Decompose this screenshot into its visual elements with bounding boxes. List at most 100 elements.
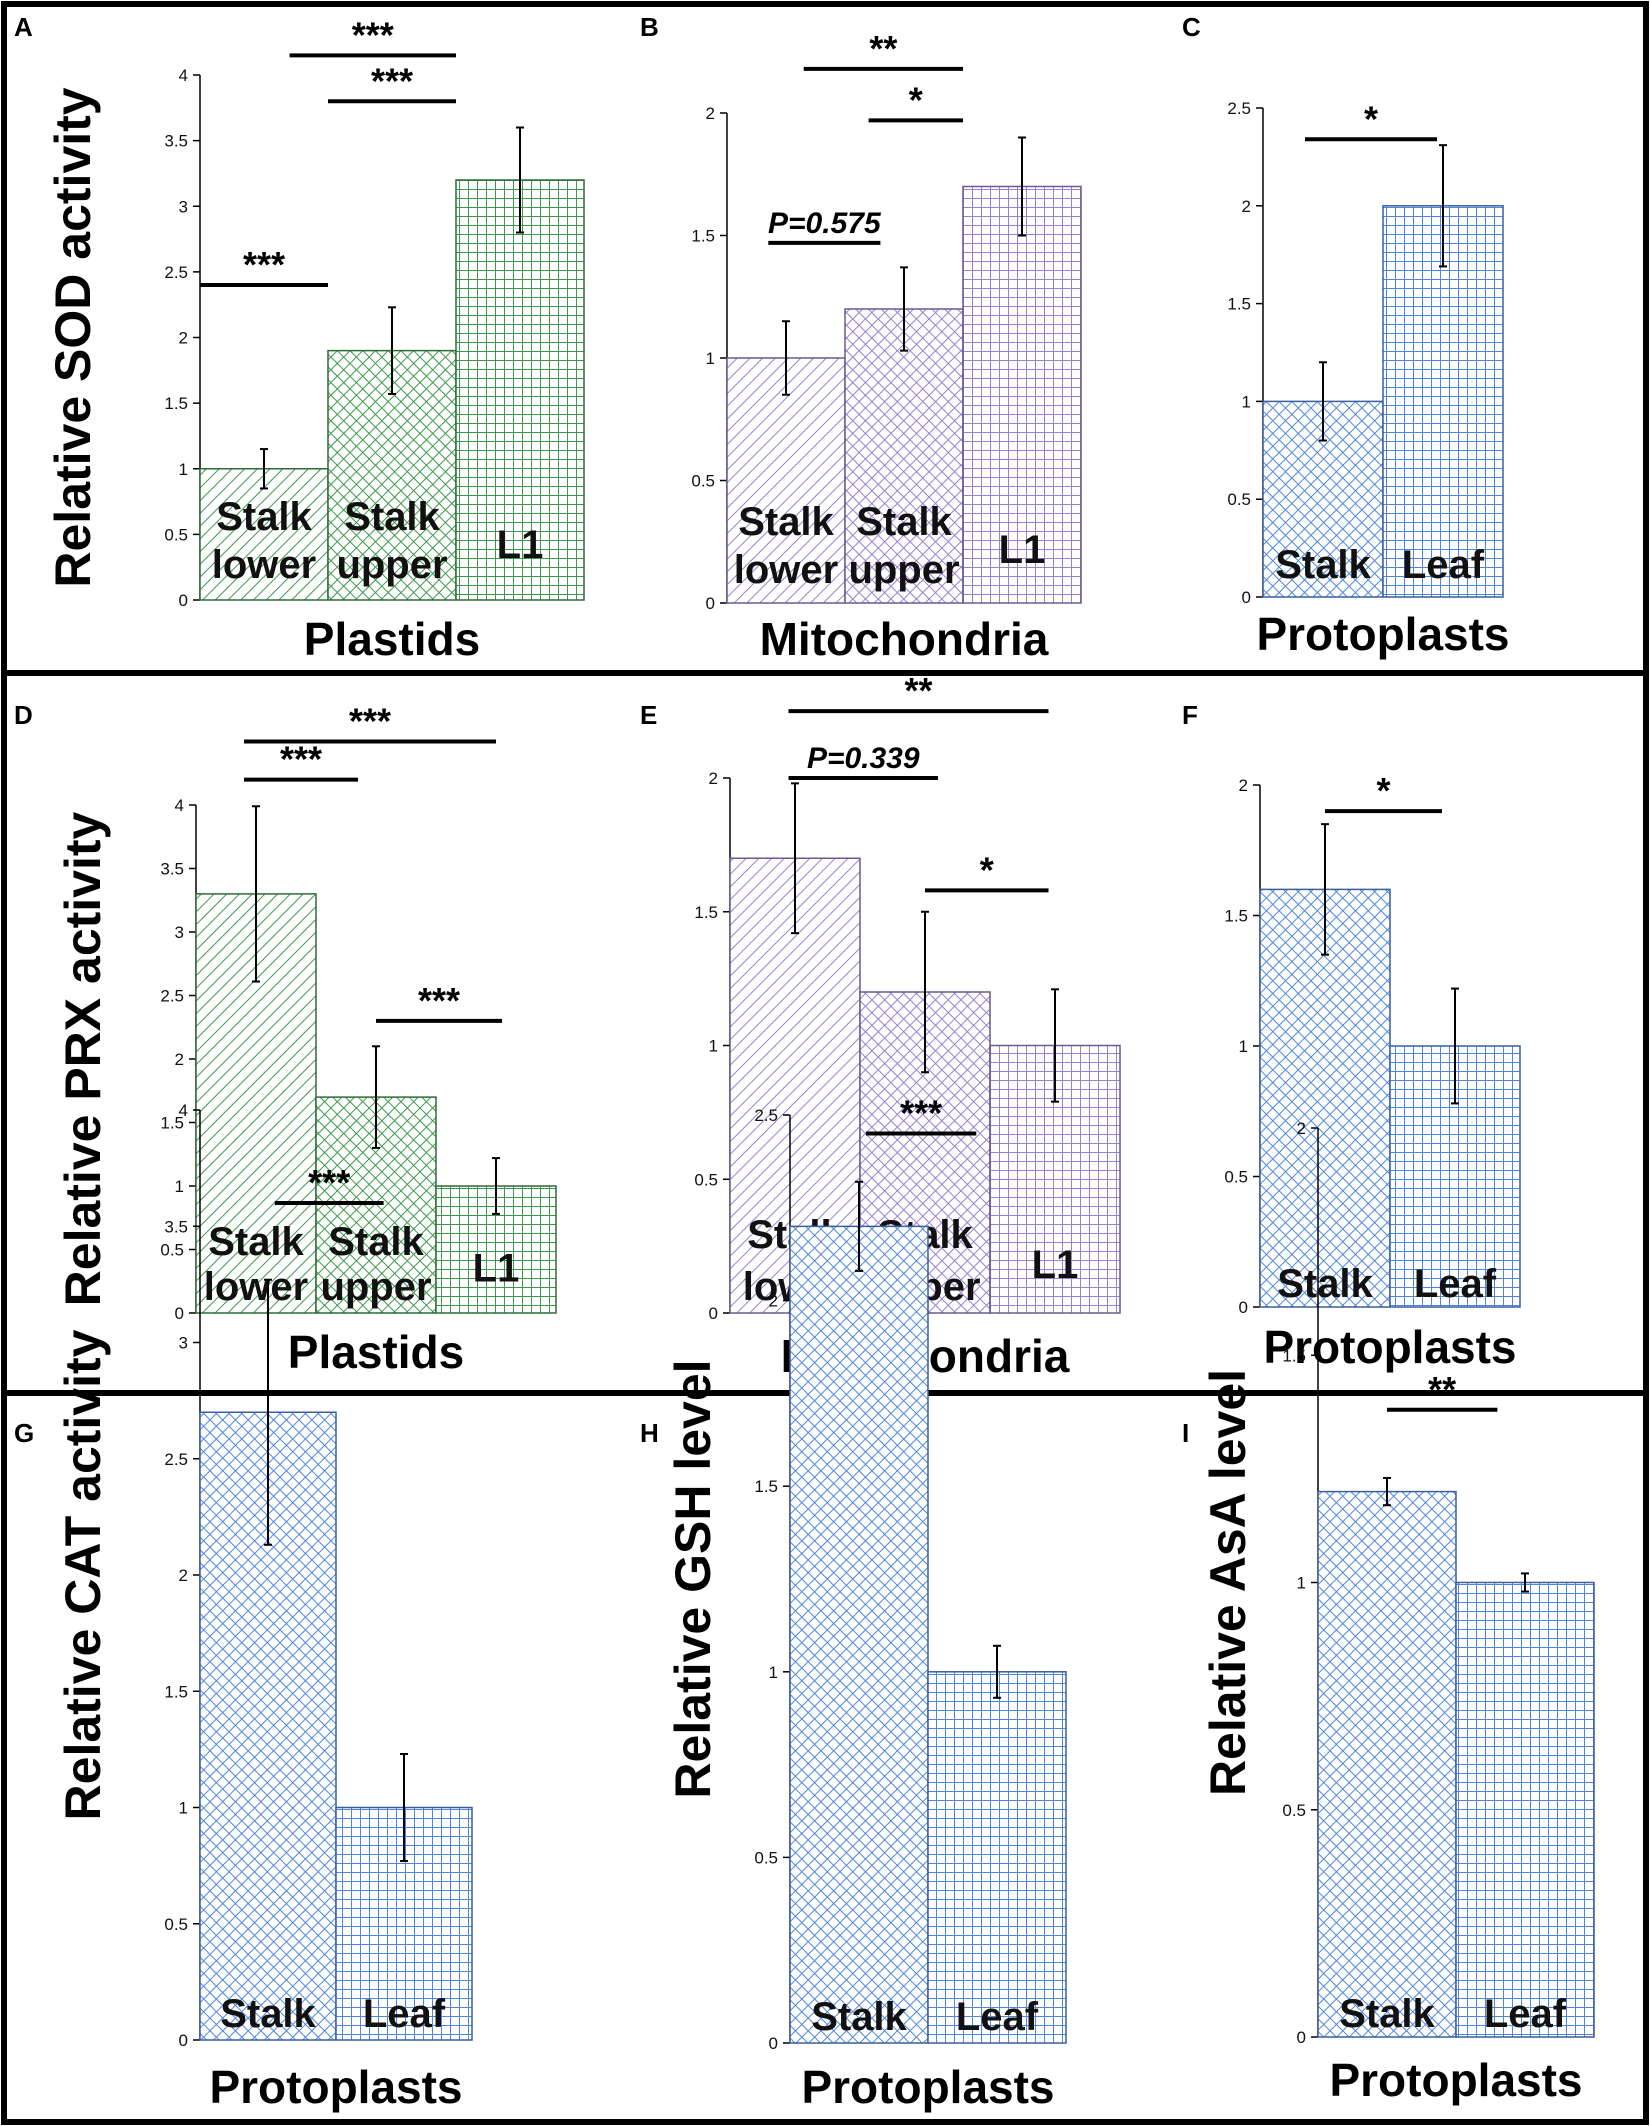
y-tick-label: 0.5 bbox=[1224, 1168, 1248, 1187]
panel-letter-f: F bbox=[1182, 700, 1198, 730]
y-tick-label: 2 bbox=[706, 104, 715, 123]
y-tick-label: 3.5 bbox=[160, 860, 184, 879]
bar-text: upper bbox=[320, 1265, 431, 1309]
bar-stalk bbox=[1259, 888, 1391, 1308]
x-axis-label: Plastids bbox=[288, 1326, 464, 1378]
panel-letter-i: I bbox=[1182, 1418, 1189, 1448]
y-tick-label: 0.5 bbox=[694, 1170, 718, 1189]
bar-stalk bbox=[789, 1225, 929, 2044]
y-tick-label: 0.5 bbox=[160, 1241, 184, 1260]
bar-text: Leaf bbox=[1484, 1992, 1567, 2036]
panel-c: C 0 0.5 1 1.5 2 2.5 Stalk Leaf * Protoplasts bbox=[1182, 12, 1510, 660]
bar-text: Leaf bbox=[363, 1992, 446, 2036]
bar-text: L1 bbox=[497, 523, 544, 567]
y-tick-label: 1.5 bbox=[164, 1682, 188, 1701]
y-tick-label: 2.5 bbox=[164, 1450, 188, 1469]
y-tick-label: 2 bbox=[1242, 197, 1251, 216]
bar-l1 bbox=[455, 179, 585, 601]
significance-label: * bbox=[909, 79, 923, 120]
y-tick-label: 1.5 bbox=[754, 1477, 778, 1496]
bar-text: L1 bbox=[1032, 1243, 1079, 1287]
significance-label: *** bbox=[418, 980, 460, 1021]
y-tick-label: 1 bbox=[1297, 1574, 1306, 1593]
y-tick-label: 0 bbox=[1297, 2028, 1306, 2047]
y-tick-label: 4 bbox=[175, 796, 184, 815]
bar-stalk-upper bbox=[844, 308, 964, 604]
y-tick-label: 1.5 bbox=[160, 1114, 184, 1133]
significance-label: *** bbox=[900, 1093, 942, 1134]
x-axis-label: Protoplasts bbox=[1256, 608, 1509, 660]
y-tick-label: 0 bbox=[709, 1304, 718, 1323]
y-axis-label: Relative AsA level bbox=[1200, 1369, 1256, 1796]
y-tick-label: 2 bbox=[1297, 1119, 1306, 1138]
y-tick-label: 2.5 bbox=[1227, 99, 1251, 118]
x-axis-label: Protoplasts bbox=[1263, 1321, 1516, 1373]
panel-letter-e: E bbox=[640, 700, 657, 730]
panel-h: H 0 0.5 1 1.5 2 2.5 Stalk Leaf *** Protoplasts Rela… bbox=[640, 1093, 1067, 2113]
bar-text: lower bbox=[204, 1265, 308, 1309]
y-tick-label: 0.5 bbox=[1282, 1801, 1306, 1820]
bar-text: Leaf bbox=[956, 1995, 1039, 2039]
panel-letter-h: H bbox=[640, 1418, 659, 1448]
significance-label: * bbox=[1364, 98, 1378, 139]
y-tick-label: 0.5 bbox=[1227, 490, 1251, 509]
p-value-label: P=0.339 bbox=[807, 742, 920, 775]
bar-text: Stalk bbox=[208, 1220, 304, 1264]
bar-text: Stalk bbox=[344, 495, 440, 539]
y-tick-label: 1 bbox=[1239, 1037, 1248, 1056]
significance-label: *** bbox=[371, 60, 413, 101]
y-axis-label: Relative CAT activity bbox=[55, 1329, 111, 1820]
bar-text: lower bbox=[734, 548, 838, 592]
y-tick-label: 0 bbox=[179, 591, 188, 610]
panel-letter-g: G bbox=[14, 1418, 34, 1448]
panel-letter-b: B bbox=[640, 12, 659, 42]
y-tick-label: 1 bbox=[769, 1663, 778, 1682]
bar-text: upper bbox=[848, 548, 959, 592]
bar-leaf bbox=[1389, 1045, 1521, 1308]
y-tick-label: 1 bbox=[175, 1177, 184, 1196]
y-tick-label: 2 bbox=[179, 1566, 188, 1585]
bar-stalk bbox=[1317, 1490, 1457, 2038]
significance-label: *** bbox=[243, 244, 285, 285]
y-tick-label: 2 bbox=[769, 1292, 778, 1311]
bar-leaf bbox=[1455, 1581, 1595, 2038]
significance-label: ** bbox=[869, 28, 897, 69]
x-axis-label: Mitochondria bbox=[760, 613, 1049, 665]
y-tick-label: 3 bbox=[175, 923, 184, 942]
panel-letter-d: D bbox=[14, 700, 33, 730]
y-tick-label: 0 bbox=[706, 594, 715, 613]
y-tick-label: 0 bbox=[1239, 1298, 1248, 1317]
panel-f: F 0 0.5 1 1.5 2 Stalk Leaf * Protoplasts bbox=[1182, 700, 1521, 1373]
p-value-label: P=0.575 bbox=[768, 207, 882, 240]
panel-g: G 0 0.5 1 1.5 2 2.5 3 3.5 4 Stalk Leaf *** Protoplast… bbox=[14, 1101, 473, 2113]
y-tick-label: 1.5 bbox=[1224, 907, 1248, 926]
y-tick-label: 0 bbox=[1242, 588, 1251, 607]
bar-stalk-lower bbox=[199, 468, 329, 601]
bar-text: Stalk bbox=[1275, 543, 1371, 587]
significance-label: *** bbox=[308, 1162, 350, 1203]
bar-text: Stalk bbox=[216, 495, 312, 539]
bar-leaf bbox=[1382, 205, 1504, 598]
panel-letter-c: C bbox=[1182, 12, 1201, 42]
panel-letter-a: A bbox=[14, 12, 33, 42]
y-axis-label: Relative GSH level bbox=[665, 1359, 721, 1798]
bar-text: lower bbox=[212, 543, 316, 587]
bar-text: Leaf bbox=[1414, 1262, 1497, 1306]
y-tick-label: 2 bbox=[175, 1050, 184, 1069]
y-tick-label: 1.5 bbox=[1227, 295, 1251, 314]
y-tick-label: 1.5 bbox=[1282, 1346, 1306, 1365]
bar-text: Stalk bbox=[328, 1220, 424, 1264]
y-tick-label: 2 bbox=[179, 329, 188, 348]
bar-text: L1 bbox=[473, 1247, 520, 1291]
bar-text: Stalk bbox=[738, 500, 834, 544]
y-tick-label: 3.5 bbox=[164, 1217, 188, 1236]
bar-text: Stalk bbox=[220, 1992, 316, 2036]
y-tick-label: 1.5 bbox=[691, 227, 715, 246]
y-tick-label: 0.5 bbox=[164, 1915, 188, 1934]
bar-text: Stalk bbox=[811, 1995, 907, 2039]
